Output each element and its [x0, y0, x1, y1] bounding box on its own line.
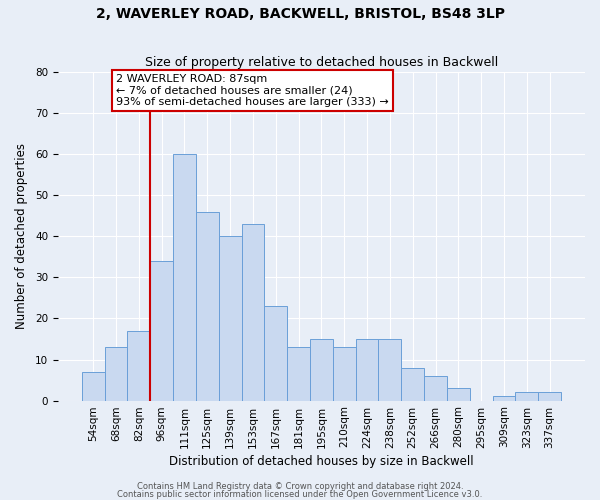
Title: Size of property relative to detached houses in Backwell: Size of property relative to detached ho… — [145, 56, 498, 70]
Bar — [173, 154, 196, 400]
Bar — [447, 388, 470, 400]
Bar — [424, 376, 447, 400]
Bar — [310, 339, 333, 400]
Bar — [127, 331, 150, 400]
Bar — [379, 339, 401, 400]
Bar — [287, 347, 310, 401]
Bar — [515, 392, 538, 400]
Bar — [242, 224, 265, 400]
Bar — [493, 396, 515, 400]
Bar — [82, 372, 104, 400]
X-axis label: Distribution of detached houses by size in Backwell: Distribution of detached houses by size … — [169, 454, 474, 468]
Bar — [218, 236, 242, 400]
Bar — [196, 212, 218, 400]
Bar — [333, 347, 356, 401]
Bar — [538, 392, 561, 400]
Text: 2 WAVERLEY ROAD: 87sqm
← 7% of detached houses are smaller (24)
93% of semi-deta: 2 WAVERLEY ROAD: 87sqm ← 7% of detached … — [116, 74, 389, 108]
Text: Contains public sector information licensed under the Open Government Licence v3: Contains public sector information licen… — [118, 490, 482, 499]
Bar — [104, 347, 127, 401]
Text: 2, WAVERLEY ROAD, BACKWELL, BRISTOL, BS48 3LP: 2, WAVERLEY ROAD, BACKWELL, BRISTOL, BS4… — [95, 8, 505, 22]
Bar — [401, 368, 424, 400]
Bar — [356, 339, 379, 400]
Bar — [150, 261, 173, 400]
Bar — [265, 306, 287, 400]
Text: Contains HM Land Registry data © Crown copyright and database right 2024.: Contains HM Land Registry data © Crown c… — [137, 482, 463, 491]
Y-axis label: Number of detached properties: Number of detached properties — [15, 144, 28, 330]
